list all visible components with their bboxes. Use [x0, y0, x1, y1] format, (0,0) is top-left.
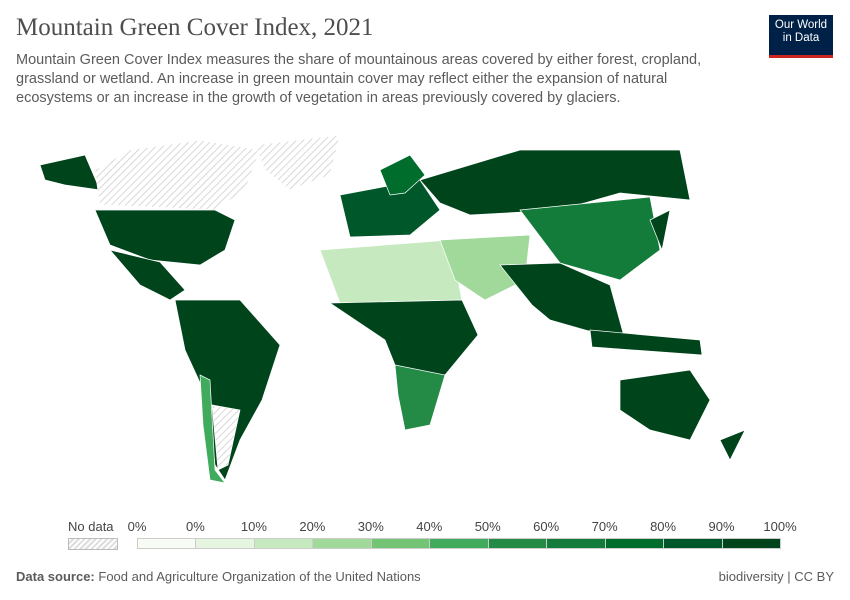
- owid-logo[interactable]: Our World in Data: [769, 15, 833, 58]
- legend-tick-label: 0%: [127, 519, 147, 534]
- legend-bin[interactable]: [137, 538, 197, 549]
- source-text: Food and Agriculture Organization of the…: [98, 569, 421, 584]
- legend-bin[interactable]: [487, 538, 548, 549]
- map-region-argentina[interactable]: [211, 404, 241, 471]
- legend-no-data-swatch: [68, 538, 118, 550]
- map-region-canada[interactable]: [94, 139, 261, 211]
- legend-bin[interactable]: [604, 538, 665, 549]
- legend-bin[interactable]: [663, 538, 723, 549]
- map-region-scandinavia[interactable]: [379, 154, 426, 196]
- legend-bin[interactable]: [370, 538, 431, 549]
- map-region-russia[interactable]: [419, 149, 691, 216]
- map-region-south-america[interactable]: [174, 299, 281, 481]
- map-region-china[interactable]: [519, 196, 661, 281]
- map-region-mexico-central-america[interactable]: [109, 249, 186, 301]
- legend-bin[interactable]: [195, 538, 255, 549]
- map-region-middle-east[interactable]: [439, 234, 531, 301]
- legend-tick-label: 50%: [474, 519, 501, 534]
- legend-tick-label: 20%: [299, 519, 326, 534]
- legend-tick-label: 40%: [416, 519, 443, 534]
- map-region-chile[interactable]: [199, 374, 226, 484]
- map-region-greenland[interactable]: [254, 134, 341, 191]
- license: biodiversity | CC BY: [718, 569, 834, 584]
- legend-tick-label: 60%: [533, 519, 560, 534]
- legend-tick-label: 30%: [357, 519, 384, 534]
- source-label: Data source:: [16, 569, 95, 584]
- map-region-new-zealand[interactable]: [719, 429, 746, 461]
- legend-tick-label: 90%: [708, 519, 735, 534]
- legend-no-data-label: No data: [68, 519, 114, 534]
- chart-title: Mountain Green Cover Index, 2021: [16, 14, 374, 41]
- map-region-southern-africa[interactable]: [394, 364, 446, 431]
- map-region-north-africa[interactable]: [319, 239, 463, 304]
- legend-tick-label: 100%: [763, 519, 797, 534]
- map-region-japan[interactable]: [649, 209, 671, 252]
- legend-bin[interactable]: [253, 538, 314, 549]
- map-region-alaska[interactable]: [39, 154, 101, 191]
- legend-bin[interactable]: [312, 538, 372, 549]
- data-source: Data source: Food and Agriculture Organi…: [16, 569, 421, 584]
- legend-bin[interactable]: [429, 538, 489, 549]
- chart-subtitle: Mountain Green Cover Index measures the …: [16, 52, 702, 106]
- legend-bin[interactable]: [546, 538, 606, 549]
- legend-tick-label: 10%: [240, 519, 267, 534]
- legend-tick-label: 80%: [650, 519, 677, 534]
- map-region-australia[interactable]: [619, 369, 711, 441]
- legend-tick-label: 70%: [591, 519, 618, 534]
- map-region-united-states[interactable]: [94, 209, 236, 266]
- map-region-indonesia[interactable]: [589, 329, 703, 356]
- world-map[interactable]: [0, 125, 850, 495]
- legend-bin[interactable]: [721, 538, 781, 549]
- legend-tick-label: 0%: [186, 519, 205, 534]
